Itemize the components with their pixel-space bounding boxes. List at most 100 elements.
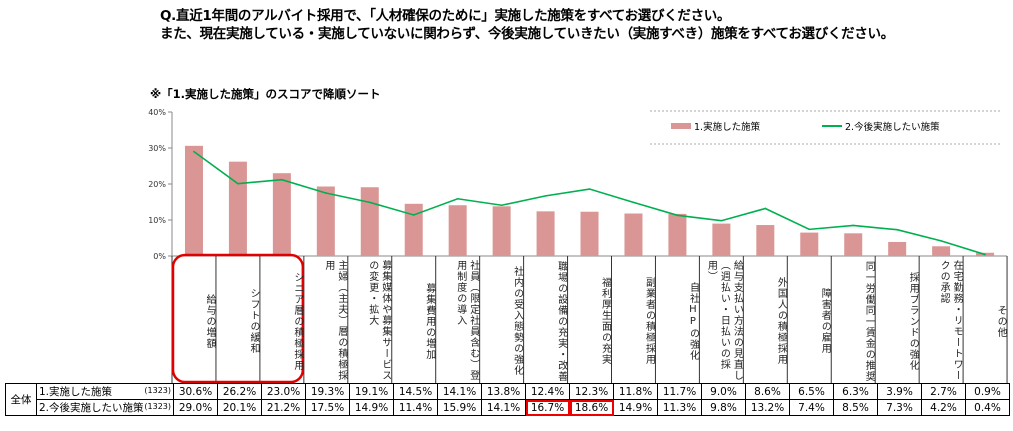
- y-tick-label: 0%: [153, 252, 166, 261]
- category-label: 職場の設備の充実・改善: [555, 260, 567, 382]
- table-cell: 29.0%: [173, 399, 218, 416]
- table-cell: 14.9%: [349, 399, 394, 416]
- bar: [844, 233, 863, 256]
- line-point: [720, 219, 723, 222]
- bar: [184, 145, 203, 256]
- table-cell: 15.9%: [437, 399, 482, 416]
- table-cell: 23.0%: [261, 383, 306, 400]
- bar: [492, 206, 511, 256]
- category-label: 外国人の積極採用: [775, 277, 787, 365]
- table-cell: 7.4%: [789, 399, 834, 416]
- table-cell: 14.1%: [437, 383, 482, 400]
- y-tick-label: 10%: [148, 216, 166, 225]
- line-point: [544, 195, 547, 197]
- category-label: 募集媒体や募集サービスの変更・拡大: [366, 260, 391, 381]
- table-cell: 13.8%: [481, 383, 526, 400]
- line-point: [588, 188, 591, 190]
- table-cell: 4.2%: [921, 399, 966, 416]
- table-cell: 11.8%: [613, 383, 658, 400]
- legend-swatch-bar: [671, 123, 691, 129]
- line-point: [808, 228, 811, 231]
- table-cell: 8.5%: [833, 399, 878, 416]
- table-cell: 11.4%: [393, 399, 438, 416]
- line-point: [632, 201, 635, 204]
- bar: [316, 186, 335, 256]
- line-point: [281, 178, 283, 181]
- data-table: 全体 1.実施した施策 (1323) 30.6% 26.2% 23.0% 19.3% 19.…: [5, 383, 1010, 416]
- table-cell: 11.7%: [657, 383, 702, 400]
- sort-note: ※「1.実施した施策」のスコアで降順ソート: [150, 87, 381, 101]
- line-point: [896, 228, 898, 231]
- table-cell: 14.5%: [393, 383, 438, 400]
- table-cell: 18.6%: [569, 399, 614, 416]
- bar: [404, 203, 423, 256]
- table-cell: 19.3%: [305, 383, 350, 400]
- table-cell: 13.2%: [745, 399, 790, 416]
- bar: [888, 241, 907, 256]
- bar: [932, 246, 951, 256]
- table-cell: 17.5%: [305, 399, 350, 416]
- table-cell: 21.2%: [261, 399, 306, 416]
- table-cell: 9.8%: [701, 399, 746, 416]
- y-tick-label: 30%: [148, 144, 166, 153]
- question-line-1: Q.直近1年間のアルバイト採用で、「人材確保のために」実施した施策をすべてお選び…: [160, 8, 731, 24]
- category-label: 給与支払い方法の見直し（週払い・日払いの採用）: [705, 260, 743, 381]
- highlight-box: [171, 253, 305, 384]
- table-cell: 11.3%: [657, 399, 702, 416]
- category-label: 福利厚生面の充実: [599, 277, 611, 365]
- line-point: [500, 204, 503, 207]
- table-cell: 12.3%: [569, 383, 614, 400]
- category-label: 採用ブランドの強化: [907, 271, 919, 371]
- line-point: [940, 240, 942, 242]
- category-label: その他: [995, 304, 1007, 338]
- table-cell: 6.5%: [789, 383, 834, 400]
- legend-label: 1.実施した施策: [694, 121, 761, 133]
- table-cell: 6.3%: [833, 383, 878, 400]
- bar: [360, 187, 379, 256]
- line-point: [368, 201, 371, 204]
- bar: [536, 211, 555, 256]
- bar: [228, 161, 247, 256]
- line-point: [852, 224, 855, 227]
- line-point: [412, 214, 415, 216]
- category-label: 主婦（主夫）層の積極採用: [322, 260, 347, 381]
- category-label: 社内の受入態勢の強化: [511, 266, 523, 376]
- table-cell: 16.7%: [525, 399, 570, 416]
- table-cell: 8.6%: [745, 383, 790, 400]
- bar: [756, 225, 775, 256]
- table-cell: 3.9%: [877, 383, 922, 400]
- category-label: 障害者の雇用: [819, 288, 831, 354]
- category-label: 同一労働同一賃金の推奨: [863, 260, 875, 382]
- question-line-2: また、現在実施している・実施していないに関わらず、今後実施していきたい（実施すべ…: [160, 26, 894, 42]
- bar: [580, 211, 599, 256]
- category-label: 在宅勤務・リモートワークの承認: [938, 260, 963, 381]
- table-cell: 20.1%: [217, 399, 262, 416]
- group-label: 全体: [5, 383, 37, 416]
- table-cell: 9.0%: [701, 383, 746, 400]
- category-label: シフトの緩和: [247, 288, 259, 354]
- table-cell: 30.6%: [173, 383, 218, 400]
- category-label: 給与の増額: [204, 293, 215, 349]
- bar: [448, 205, 467, 256]
- bar: [712, 223, 731, 256]
- table-cell: 0.9%: [965, 383, 1010, 400]
- category-label: 社員（限定社員含む）登用制度の導入: [454, 260, 479, 381]
- y-tick-label: 20%: [148, 180, 166, 189]
- line-point: [325, 192, 327, 194]
- table-cell: 7.3%: [877, 399, 922, 416]
- table-cell: 12.4%: [525, 383, 570, 400]
- category-label: シニア層の積極採用: [291, 271, 303, 371]
- row-label: 2.今後実施したい施策 (1323): [36, 399, 174, 416]
- table-cell: 14.1%: [481, 399, 526, 416]
- category-label: 募集費用の増加: [423, 282, 435, 360]
- table-cell: 0.4%: [965, 399, 1010, 416]
- row-label: 1.実施した施策 (1323): [36, 383, 174, 400]
- bar: [668, 213, 687, 256]
- table-cell: 14.9%: [613, 399, 658, 416]
- line-point: [456, 197, 459, 200]
- line-point: [193, 150, 195, 153]
- line-point: [676, 214, 679, 217]
- table-cell: 19.1%: [349, 383, 394, 400]
- y-tick-label: 40%: [148, 108, 166, 117]
